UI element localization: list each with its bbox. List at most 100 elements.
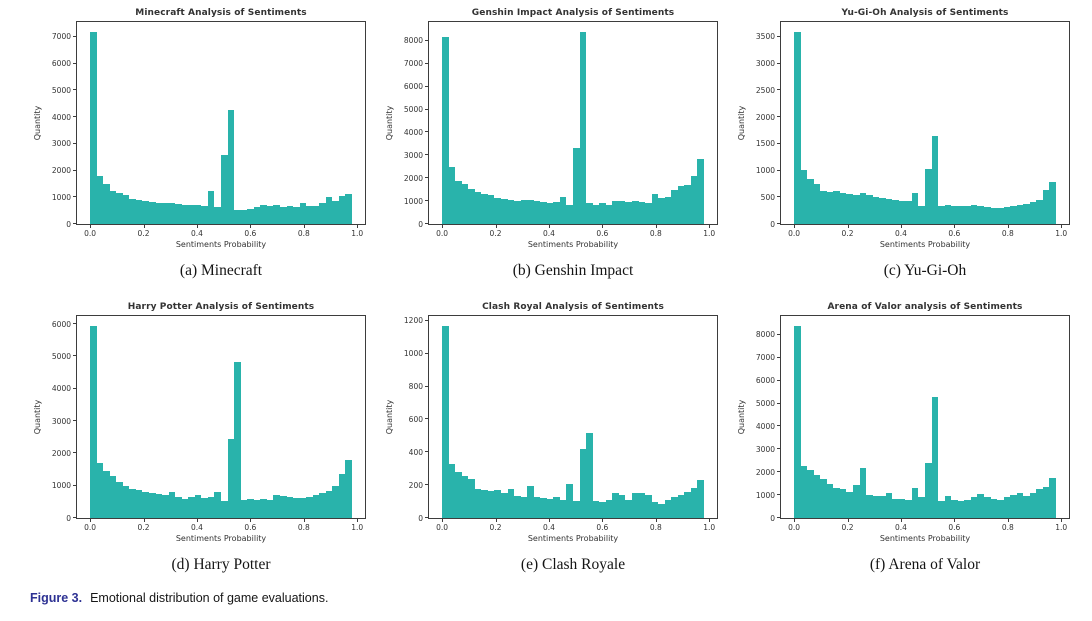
- histogram-bar: [839, 193, 847, 224]
- x-tick-label: 0.0: [436, 229, 449, 238]
- x-tick-mark: [1007, 518, 1009, 522]
- histogram-bar: [260, 205, 267, 224]
- histogram-bar: [1016, 205, 1024, 224]
- histogram-bar: [1016, 492, 1024, 518]
- histogram-bar: [977, 493, 984, 518]
- x-tick-label: 1.0: [703, 523, 716, 532]
- x-tick-label: 0.6: [596, 229, 609, 238]
- x-tick-mark: [495, 224, 497, 228]
- x-axis-label: Sentiments Probability: [175, 534, 267, 543]
- subplot-yu-gi-oh: Yu-Gi-Oh Analysis of Sentiments Quantity…: [732, 8, 1084, 280]
- histogram-bar: [546, 499, 554, 518]
- histogram-bar: [800, 466, 808, 518]
- histogram-bar: [273, 494, 280, 518]
- x-tick-mark: [655, 518, 657, 522]
- histogram-bar: [1042, 487, 1050, 518]
- histogram-bar: [474, 489, 482, 518]
- y-tick-mark: [425, 319, 428, 321]
- histogram-bar: [194, 204, 202, 224]
- x-tick-mark: [655, 224, 657, 228]
- histogram-bars: [442, 22, 704, 224]
- plot-title: Clash Royal Analysis of Sentiments: [482, 302, 664, 312]
- x-tick-mark: [794, 224, 796, 228]
- x-tick-label: 0.0: [84, 523, 97, 532]
- y-tick-mark: [73, 452, 76, 454]
- y-tick-mark: [777, 425, 780, 427]
- histogram-bar: [964, 500, 971, 518]
- histogram-bar: [977, 206, 984, 224]
- histogram-bar: [520, 496, 528, 518]
- y-tick-mark: [777, 35, 780, 37]
- y-tick-label: 200: [408, 480, 423, 490]
- histogram-bar: [859, 467, 867, 518]
- x-tick-mark: [250, 518, 252, 522]
- y-tick-mark: [73, 323, 76, 325]
- x-tick-mark: [548, 224, 550, 228]
- histogram-bar: [109, 190, 117, 224]
- x-tick-label: 0.8: [297, 523, 310, 532]
- histogram-bar: [162, 203, 169, 224]
- histogram-bar: [553, 202, 560, 224]
- x-tick-label: 0.4: [190, 523, 203, 532]
- x-tick-label: 1.0: [1055, 229, 1068, 238]
- y-tick-mark: [73, 142, 76, 144]
- histogram-bar: [501, 198, 508, 224]
- histogram-bar: [266, 205, 274, 224]
- y-tick-label: 8000: [755, 330, 775, 340]
- x-tick-mark: [1007, 224, 1009, 228]
- histogram-bar: [527, 485, 534, 518]
- histogram-bar: [911, 488, 919, 518]
- x-tick-label: 0.6: [244, 523, 257, 532]
- x-axis-label: Sentiments Probability: [879, 534, 971, 543]
- histogram-bar: [514, 495, 521, 518]
- x-tick-label: 0.2: [841, 523, 854, 532]
- y-tick-label: 3000: [755, 444, 775, 454]
- histogram-bar: [207, 497, 215, 518]
- y-tick-label: 3000: [403, 150, 423, 160]
- histogram-bar: [684, 185, 691, 224]
- histogram-bar: [109, 475, 117, 518]
- x-tick-mark: [602, 518, 604, 522]
- histogram-bar: [240, 499, 248, 518]
- histogram-bar: [507, 199, 515, 224]
- histogram-bar: [690, 175, 698, 224]
- histogram-bar: [970, 497, 978, 518]
- x-tick-mark: [847, 518, 849, 522]
- y-axis-label: Quantity: [737, 105, 746, 141]
- histogram-bar: [253, 499, 261, 518]
- histogram-bar: [664, 196, 672, 224]
- histogram-bar: [813, 183, 821, 224]
- histogram-bar: [944, 496, 952, 518]
- histogram-bar: [846, 491, 854, 518]
- x-tick-mark: [602, 224, 604, 228]
- x-tick-mark: [709, 224, 711, 228]
- histogram-bar: [911, 193, 919, 224]
- y-tick-mark: [73, 223, 76, 224]
- histogram-bar: [546, 203, 554, 224]
- histogram-bar: [879, 198, 886, 224]
- x-tick-mark: [250, 224, 252, 228]
- histogram-bar: [448, 463, 456, 518]
- histogram-bar: [573, 148, 580, 224]
- histogram-bar: [122, 194, 130, 224]
- histogram-bar: [866, 195, 873, 224]
- histogram-bar: [846, 194, 854, 224]
- histogram-bar: [1049, 477, 1056, 518]
- histogram-bar: [481, 490, 488, 518]
- histogram-bar: [638, 492, 646, 518]
- y-tick-label: 1000: [755, 165, 775, 175]
- histogram-bar: [905, 200, 912, 224]
- histogram-bar: [501, 493, 508, 518]
- y-tick-mark: [425, 177, 428, 179]
- plot-area: Quantity 0 500 1000 1500 2000 2500 3000 3500 0.0…: [737, 21, 1070, 237]
- histogram-bar: [677, 494, 685, 518]
- y-tick-mark: [425, 200, 428, 202]
- y-axis-label: Quantity: [33, 105, 42, 141]
- histogram-bar: [162, 495, 169, 518]
- histogram-bar: [1029, 201, 1037, 224]
- histogram-bar: [898, 201, 906, 224]
- histogram-bar: [338, 474, 346, 518]
- histogram-bar: [885, 492, 893, 518]
- plot-title: Yu-Gi-Oh Analysis of Sentiments: [841, 8, 1009, 18]
- x-tick-mark: [143, 518, 145, 522]
